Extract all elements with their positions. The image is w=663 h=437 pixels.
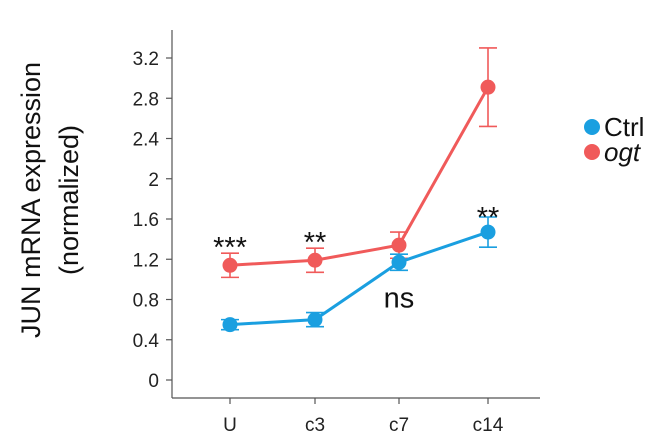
axes: 0 0.4 0.8 1.2 1.6 2 2.4 2.8 3.2 U c3 c7 c14 — [133, 30, 540, 436]
series-Ctrl — [221, 216, 497, 333]
y-tick-label: 0.8 — [133, 291, 159, 312]
x-tick-label: c14 — [473, 415, 504, 436]
legend-label: ogt — [604, 137, 642, 167]
annotations: *** **ns** — [213, 202, 499, 315]
y-tick-label: 2.4 — [133, 130, 160, 151]
y-axis-title: JUN mRNA expression (normalized) — [16, 62, 84, 338]
significance-label: ** — [477, 202, 500, 234]
data-point — [307, 252, 323, 268]
x-tick-label: c7 — [389, 415, 409, 436]
data-point — [480, 79, 496, 95]
legend-marker — [584, 144, 600, 160]
significance-label: ns — [384, 283, 415, 315]
y-axis-title-line-2: (normalized) — [54, 125, 84, 275]
legend-item-ogt: ogt — [584, 137, 642, 167]
series-line — [229, 230, 489, 327]
y-tick-label: 0 — [148, 371, 159, 392]
y-tick-label: 0.4 — [133, 331, 160, 352]
y-tick-label: 2.8 — [133, 89, 159, 110]
significance-label: ** — [304, 227, 327, 259]
legend-label: Ctrl — [604, 112, 644, 142]
series-ogt — [221, 47, 497, 279]
data-point — [480, 224, 496, 240]
data-point — [222, 317, 238, 333]
legend-item-Ctrl: Ctrl — [584, 112, 644, 142]
series-layer — [221, 47, 497, 333]
x-tick-label: c3 — [305, 415, 325, 436]
x-tick-label: U — [223, 415, 237, 436]
y-axis-title-line-1: JUN mRNA expression — [16, 62, 46, 338]
data-point — [391, 254, 407, 270]
data-point — [307, 312, 323, 328]
series-line — [229, 86, 490, 267]
y-tick-label: 2 — [148, 170, 159, 191]
data-point — [222, 257, 238, 273]
y-tick-label: 1.6 — [133, 210, 159, 231]
legend-marker — [584, 119, 600, 135]
y-tick-label: 3.2 — [133, 49, 159, 70]
y-tick-label: 1.2 — [133, 250, 159, 271]
data-point — [391, 237, 407, 253]
significance-label: *** — [213, 232, 247, 264]
